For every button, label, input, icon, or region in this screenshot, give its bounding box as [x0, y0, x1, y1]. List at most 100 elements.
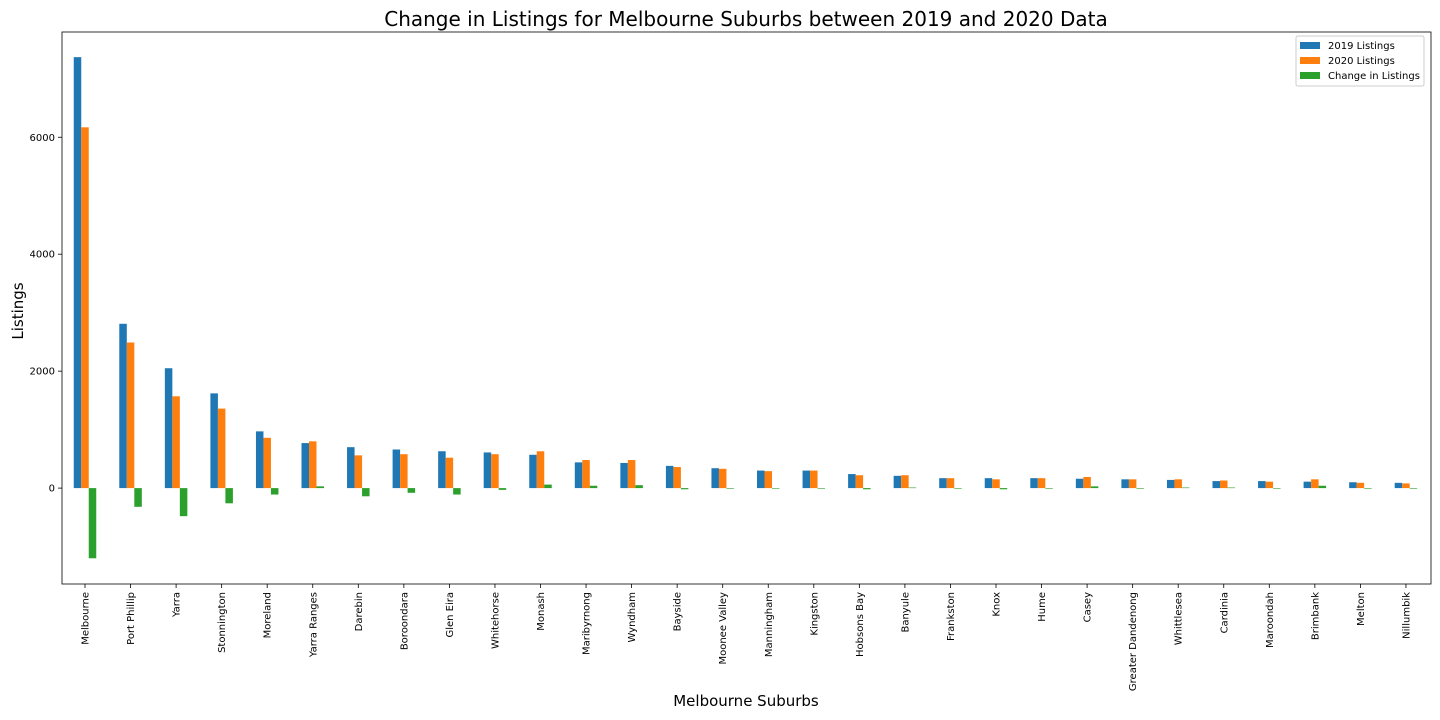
bar-2019: [392, 449, 401, 489]
bar-2020: [992, 479, 1000, 489]
bar-2019: [1349, 482, 1357, 489]
bar-change: [407, 488, 416, 493]
bar-2020: [1356, 482, 1365, 489]
bar-2019: [1212, 481, 1220, 489]
bar-change: [1227, 487, 1235, 489]
bar-change: [908, 487, 917, 489]
bar-2020: [354, 455, 363, 489]
bar-2020: [81, 127, 89, 489]
x-tick-label: Cardinia: [1219, 592, 1230, 633]
x-tick-label: Wyndham: [627, 592, 638, 643]
x-tick-label: Moonee Valley: [718, 592, 729, 665]
y-tick-label: 0: [49, 484, 55, 495]
y-axis-title: Listings: [9, 282, 27, 339]
x-tick-label: Hume: [1037, 592, 1048, 622]
bar-change: [1364, 488, 1372, 489]
bar-2020: [1402, 483, 1410, 489]
x-tick-label: Nillumbik: [1401, 592, 1412, 639]
bar-2019: [848, 474, 856, 489]
bar-change: [544, 484, 552, 489]
bar-2020: [718, 468, 727, 489]
bar-2019: [210, 393, 218, 489]
x-tick-label: Manningham: [764, 592, 775, 657]
x-tick-label: Boroondara: [399, 592, 410, 650]
bar-change: [179, 488, 188, 517]
bars-layer: [73, 57, 1418, 559]
bar-2020: [309, 441, 317, 489]
bar-change: [362, 488, 370, 497]
x-tick-label: Glen Eira: [445, 592, 456, 638]
x-tick-label: Moreland: [263, 592, 274, 638]
bar-2019: [939, 478, 947, 489]
bar-2019: [483, 452, 492, 489]
bar-change: [817, 488, 826, 489]
bar-2020: [810, 470, 818, 489]
bar-2020: [1311, 479, 1319, 489]
bar-2020: [263, 437, 271, 489]
bar-2019: [438, 451, 446, 489]
bar-2020: [172, 396, 180, 489]
bar-2020: [764, 471, 772, 489]
bar-2020: [1265, 481, 1274, 489]
bar-2019: [893, 475, 902, 489]
bar-2019: [301, 443, 309, 489]
bar-change: [999, 488, 1008, 490]
x-tick-label: Yarra: [172, 592, 183, 618]
bar-2019: [347, 447, 355, 489]
bar-change: [772, 488, 780, 489]
y-tick-label: 6000: [30, 133, 55, 144]
x-tick-label: Kingston: [809, 592, 820, 636]
x-tick-label: Whitehorse: [490, 592, 501, 649]
bar-change: [1181, 487, 1190, 489]
legend-swatch: [1300, 72, 1320, 79]
bar-change: [863, 488, 871, 490]
legend-label: 2020 Listings: [1328, 56, 1395, 67]
bar-2020: [536, 451, 545, 489]
bar-change: [1045, 488, 1053, 489]
bar-2019: [757, 470, 765, 489]
legend-swatch: [1300, 57, 1320, 64]
bar-2020: [627, 460, 636, 489]
bar-2020: [1174, 479, 1182, 489]
bar-change: [1090, 486, 1099, 489]
bar-2020: [582, 460, 590, 489]
bar-change: [88, 488, 97, 559]
bar-2020: [855, 475, 864, 489]
bar-change: [680, 488, 689, 490]
x-tick-label: Whittlesea: [1174, 592, 1185, 645]
bar-2019: [711, 468, 719, 489]
bar-2019: [73, 57, 82, 489]
legend: 2019 Listings 2020 Listings Change in List…: [1295, 35, 1425, 87]
x-tick-label: Maroondah: [1265, 592, 1276, 648]
bar-2019: [1030, 478, 1038, 489]
bar-change: [589, 485, 598, 489]
x-tick-label: Melton: [1356, 592, 1367, 626]
x-tick-label: Brimbank: [1310, 592, 1321, 640]
bar-2020: [1220, 480, 1228, 489]
bar-2019: [255, 431, 264, 489]
x-tick-label: Bayside: [673, 592, 684, 631]
bar-2020: [901, 475, 909, 489]
bar-change: [498, 488, 507, 490]
x-axis-title: Melbourne Suburbs: [673, 692, 819, 710]
x-tick-label: Frankston: [946, 592, 957, 641]
bar-2019: [665, 465, 674, 489]
bar-change: [270, 488, 279, 495]
bar-2019: [1394, 482, 1403, 489]
x-tick-label: Knox: [992, 592, 1003, 617]
chart-title: Change in Listings for Melbourne Suburbs…: [384, 7, 1108, 31]
bar-2019: [1075, 478, 1084, 489]
legend-swatch: [1300, 42, 1320, 49]
x-tick-label: Monash: [536, 592, 547, 631]
bar-change: [726, 488, 734, 489]
bar-change: [635, 485, 643, 489]
bar-2019: [620, 462, 628, 489]
plot-frame: [61, 31, 1432, 585]
bar-2020: [1128, 479, 1137, 489]
bar-2020: [445, 457, 454, 489]
bar-2020: [946, 478, 955, 489]
y-tick-label: 4000: [30, 250, 55, 261]
bar-change: [954, 488, 962, 489]
